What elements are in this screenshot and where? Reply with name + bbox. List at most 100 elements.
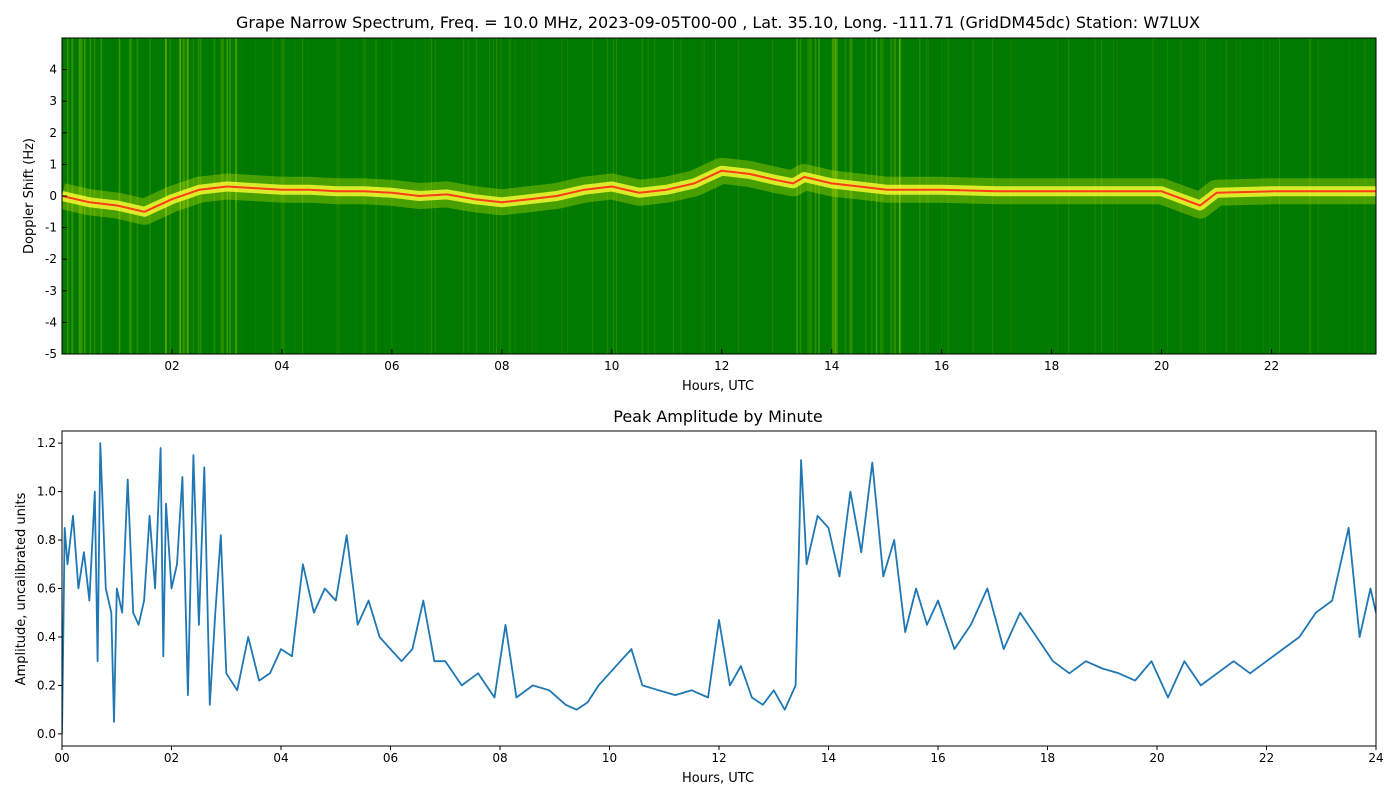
x-tick-label: 02 — [164, 359, 179, 373]
x-tick-label: 16 — [934, 359, 949, 373]
noise-stripe — [222, 38, 224, 354]
noise-stripe — [606, 38, 608, 354]
noise-stripe — [799, 38, 802, 354]
noise-stripe — [844, 38, 847, 354]
spectrogram-y-label: Doppler Shift (Hz) — [22, 138, 37, 254]
noise-stripe — [100, 38, 103, 354]
noise-stripe — [738, 38, 739, 354]
spectrogram-chart: Grape Narrow Spectrum, Freq. = 10.0 MHz,… — [22, 13, 1377, 394]
x-tick-label: 04 — [273, 751, 288, 765]
noise-stripe — [93, 38, 96, 354]
noise-stripe — [927, 38, 929, 354]
noise-stripe — [272, 38, 274, 354]
noise-stripe — [199, 38, 202, 354]
x-tick-label: 12 — [714, 359, 729, 373]
noise-stripe — [281, 38, 283, 354]
noise-stripe — [849, 38, 851, 354]
y-tick-label: -3 — [45, 284, 57, 298]
noise-stripe — [294, 38, 296, 354]
amplitude-series-group — [62, 442, 1376, 734]
noise-stripe — [220, 38, 223, 354]
x-tick-label: 12 — [711, 751, 726, 765]
noise-stripe — [707, 38, 709, 354]
y-tick-label: 1.0 — [37, 485, 56, 499]
noise-stripe — [1201, 38, 1203, 354]
x-tick-label: 08 — [492, 751, 507, 765]
noise-stripe — [613, 38, 615, 354]
amplitude-plot-area — [62, 431, 1376, 746]
noise-stripe — [680, 38, 682, 354]
y-tick-label: 0.6 — [37, 582, 56, 596]
noise-stripe — [129, 38, 131, 354]
noise-stripe — [165, 38, 167, 354]
amplitude-series-line — [62, 442, 1376, 734]
y-tick-label: 0.0 — [37, 727, 56, 741]
noise-stripe — [890, 38, 893, 354]
noise-stripe — [235, 38, 237, 354]
y-tick-label: 0.4 — [37, 630, 56, 644]
y-tick-label: 0.8 — [37, 533, 56, 547]
x-tick-label: 04 — [274, 359, 289, 373]
noise-stripe — [972, 38, 974, 354]
spectrogram-y-ticks: 4 3 2 1 0 -1 -2 -3 -4 -5 — [45, 63, 67, 361]
noise-stripe — [834, 38, 836, 354]
amplitude-y-label: Amplitude, uncalibrated units — [14, 492, 29, 685]
noise-stripe — [715, 38, 716, 354]
y-tick-label: 2 — [49, 126, 57, 140]
y-tick-label: 4 — [49, 63, 57, 77]
noise-stripe — [302, 38, 303, 354]
noise-stripe — [925, 38, 927, 354]
spectrogram-x-label: Hours, UTC — [682, 379, 754, 394]
x-tick-label: 14 — [824, 359, 839, 373]
noise-stripe — [864, 38, 867, 354]
noise-stripe — [875, 38, 878, 354]
noise-stripe — [496, 38, 498, 354]
noise-stripe — [807, 38, 809, 354]
noise-stripe — [898, 38, 901, 354]
noise-stripe — [118, 38, 121, 354]
noise-stripe — [808, 38, 811, 354]
x-tick-label: 16 — [930, 751, 945, 765]
noise-stripe — [894, 38, 897, 354]
x-tick-label: 02 — [164, 751, 179, 765]
y-tick-label: 0 — [49, 189, 57, 203]
noise-stripe — [899, 38, 901, 354]
noise-stripe — [213, 38, 216, 354]
y-tick-label: 0.2 — [37, 678, 56, 692]
y-tick-label: 1.2 — [37, 436, 56, 450]
amplitude-x-label: Hours, UTC — [682, 771, 754, 786]
x-tick-label: 08 — [494, 359, 509, 373]
noise-stripe — [836, 38, 839, 354]
noise-stripe — [947, 38, 949, 354]
noise-stripe — [229, 38, 231, 354]
noise-stripe — [130, 38, 132, 354]
x-tick-label: 20 — [1149, 751, 1164, 765]
amplitude-chart: Peak Amplitude by Minute 00 02 04 06 08 10 12 1… — [14, 407, 1384, 786]
noise-stripe — [226, 38, 228, 354]
noise-stripe — [870, 38, 873, 354]
noise-stripe — [893, 38, 895, 354]
noise-stripe — [818, 38, 820, 354]
noise-stripe — [235, 38, 237, 354]
x-tick-label: 06 — [384, 359, 399, 373]
noise-stripe — [796, 38, 798, 354]
noise-stripe — [508, 38, 510, 354]
y-tick-label: -4 — [45, 315, 57, 329]
doppler-band — [62, 157, 1376, 225]
noise-stripe — [280, 38, 282, 354]
noise-stripe — [672, 38, 674, 354]
noise-stripe — [493, 38, 495, 354]
spectrogram-title: Grape Narrow Spectrum, Freq. = 10.0 MHz,… — [236, 13, 1200, 32]
amplitude-x-ticks: 00 02 04 06 08 10 12 14 16 18 20 22 24 — [54, 746, 1384, 765]
noise-stripe — [255, 38, 257, 354]
x-tick-label: 06 — [383, 751, 398, 765]
x-tick-label: 14 — [821, 751, 836, 765]
x-tick-label: 10 — [602, 751, 617, 765]
noise-stripe — [941, 38, 943, 354]
noise-stripe — [919, 38, 921, 354]
x-tick-label: 00 — [54, 751, 69, 765]
noise-stripe — [615, 38, 617, 354]
amplitude-y-ticks: 0.0 0.2 0.4 0.6 0.8 1.0 1.2 — [37, 436, 62, 741]
noise-stripe — [283, 38, 285, 354]
